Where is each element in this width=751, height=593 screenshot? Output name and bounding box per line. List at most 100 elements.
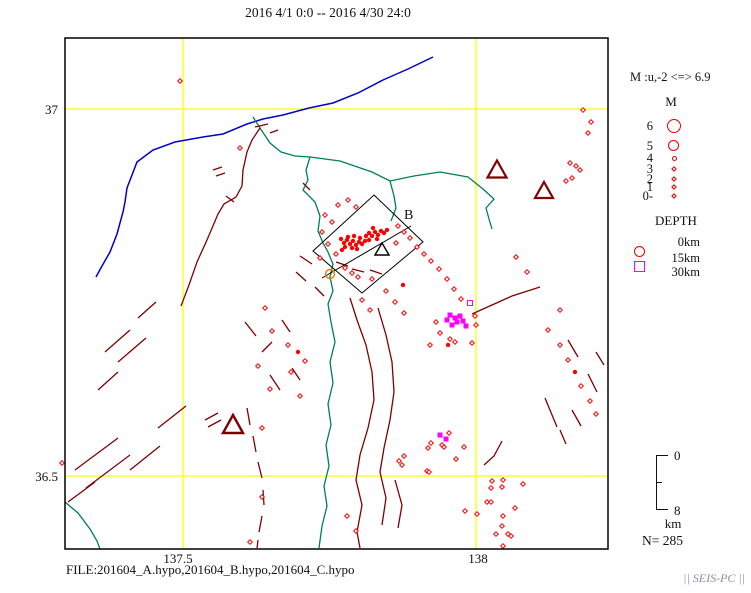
- epicenter-dot: [350, 238, 356, 244]
- epicenter-dot: [372, 229, 378, 235]
- epicenter-diamond: [354, 273, 362, 281]
- magnitude-row-label: 0-: [642, 188, 653, 203]
- epicenter-dot: [374, 236, 380, 242]
- deep-epicenter-square: [443, 436, 449, 442]
- epicenter-dot: [342, 244, 348, 250]
- magnitude-row-label: 2: [646, 171, 653, 186]
- deep-epicenter-square: [449, 322, 455, 328]
- epicenter-diamond: [406, 234, 414, 242]
- epicenter-diamond: [413, 243, 421, 251]
- epicenter-diamond: [391, 298, 399, 306]
- epicenter-diamond: [334, 201, 342, 209]
- magnitude-diamond-icon: [671, 192, 677, 199]
- epicenter-diamond: [236, 144, 244, 152]
- epicenter-diamond: [512, 253, 520, 261]
- magnitude-row: 3: [630, 162, 690, 176]
- map-frame: [64, 37, 609, 550]
- depth-label-0km: 0km: [677, 235, 700, 249]
- seis-pc-brand: || SEIS-PC ||: [683, 571, 745, 585]
- epicenter-diamond: [562, 177, 570, 185]
- epicenter-diamond: [443, 275, 451, 283]
- deep-epicenter-square: [460, 318, 466, 324]
- epicenter-dot: [295, 349, 301, 355]
- epicenter-diamond: [498, 522, 506, 530]
- epicenter-dot: [357, 235, 363, 241]
- epicenter-diamond: [284, 341, 292, 349]
- lon-label-left: 137.5: [163, 551, 193, 566]
- epicenter-diamond: [258, 424, 266, 432]
- epicenter-diamond: [564, 356, 572, 364]
- epicenter-diamond: [457, 295, 465, 303]
- epicenter-diamond: [432, 318, 440, 326]
- epicenter-dot: [349, 245, 355, 251]
- epicenter-diamond: [332, 250, 340, 258]
- epicenter-diamond: [445, 429, 453, 437]
- epicenter-dot: [338, 236, 344, 242]
- epicenter-dot: [363, 233, 369, 239]
- epicenter-diamond: [498, 483, 506, 491]
- volcano-triangle-icon: [373, 241, 391, 256]
- scale-tick: [657, 508, 668, 510]
- depth-shallow-circle-icon: [634, 246, 645, 257]
- lat-label-bottom: 36.5: [35, 469, 58, 484]
- epicenter-dot: [366, 230, 372, 236]
- epicenter-diamond: [427, 257, 435, 265]
- epicenter-diamond: [586, 397, 594, 405]
- epicenter-diamond: [461, 507, 469, 515]
- epicenter-dot: [370, 225, 376, 231]
- epicenter-diamond: [504, 530, 512, 538]
- epicenter-diamond: [425, 468, 433, 476]
- epicenter-dot: [351, 233, 357, 239]
- scale-tick: [657, 482, 662, 484]
- epicenter-diamond: [488, 477, 496, 485]
- epicenter-diamond: [266, 385, 274, 393]
- epicenter-diamond: [452, 455, 460, 463]
- epicenter-diamond: [468, 339, 476, 347]
- epicenter-diamond: [296, 392, 304, 400]
- lat-label-top: 37: [45, 102, 58, 117]
- deep-epicenter-square: [444, 317, 450, 323]
- cross-section-box: [312, 194, 424, 294]
- epicenter-diamond: [318, 228, 326, 236]
- epicenter-diamond: [382, 287, 390, 295]
- magnitude-circle-icon: [667, 119, 681, 133]
- cross-section-line: [321, 225, 412, 279]
- scale-bottom-label: 8: [674, 503, 681, 518]
- magnitude-row-label: 1: [646, 179, 653, 194]
- epicenter-diamond: [394, 222, 402, 230]
- magnitude-row-label: 4: [646, 151, 653, 165]
- epicenter-diamond: [395, 457, 403, 465]
- epicenter-diamond: [576, 166, 584, 174]
- scale-unit-label: km: [664, 516, 682, 531]
- epicenter-diamond: [499, 542, 507, 550]
- epicenter-diamond: [341, 264, 349, 272]
- file-path-label: FILE:201604_A.hypo,201604_B.hypo,201604_…: [66, 562, 355, 577]
- magnitude-row-label: 5: [646, 138, 653, 153]
- epicenter-dot: [400, 282, 406, 288]
- volcano-triangle-icon: [220, 412, 246, 435]
- deep-epicenter-square: [457, 313, 463, 319]
- deep-epicenter-square: [437, 432, 443, 438]
- epicenter-dot: [339, 247, 345, 253]
- epicenter-diamond: [460, 443, 468, 451]
- epicenter-diamond: [472, 321, 480, 329]
- epicenter-diamond: [492, 530, 500, 538]
- epicenter-diamond: [426, 341, 434, 349]
- magnitude-row-label: 6: [646, 119, 653, 133]
- epicenter-diamond: [587, 118, 595, 126]
- epicenter-diamond: [254, 362, 262, 370]
- epicenter-diamond: [392, 239, 400, 247]
- epicenter-diamond: [572, 162, 580, 170]
- epicenter-diamond: [398, 461, 406, 469]
- epicenter-dot: [353, 242, 359, 248]
- epicenter-diamond: [352, 527, 360, 535]
- epicenter-diamond: [435, 265, 443, 273]
- epicenter-diamond: [420, 250, 428, 258]
- scale-tick: [657, 455, 668, 457]
- epicenter-diamond: [507, 532, 515, 540]
- epicenter-dot: [381, 230, 387, 236]
- epicenter-dot: [362, 238, 368, 244]
- magnitude-row: 6: [630, 119, 690, 133]
- epicenter-dot: [384, 227, 390, 233]
